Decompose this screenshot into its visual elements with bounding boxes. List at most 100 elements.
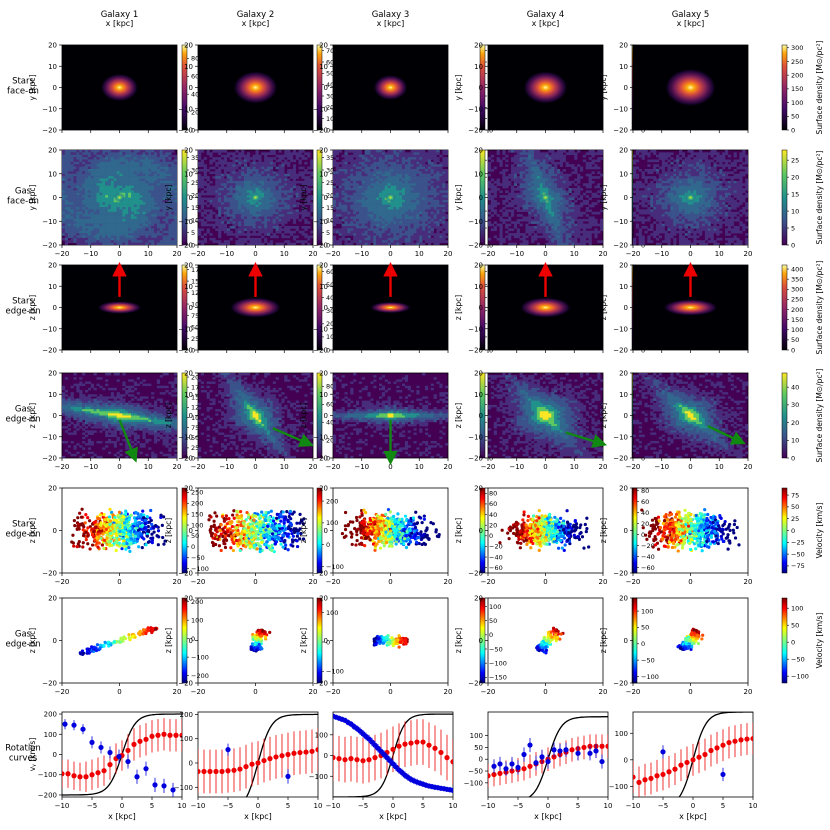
gas-pixel (419, 157, 423, 160)
gas-pixel (255, 185, 259, 189)
gas-pixel (350, 202, 354, 205)
gas-pixel (226, 240, 230, 243)
gas-pixel (347, 154, 351, 158)
gas-pixel (238, 161, 242, 165)
gas-pixel (522, 176, 526, 179)
gas-pixel (499, 216, 503, 220)
gas-pixel (419, 188, 423, 191)
gas-pixel (367, 207, 371, 210)
gas-pixel (151, 221, 155, 224)
row-label: Stars (12, 297, 34, 307)
gas-pixel (133, 164, 138, 167)
gas-pixel (496, 223, 500, 227)
gas-pixel (310, 216, 313, 220)
gas-pixel (93, 173, 97, 177)
gas-pixel (384, 188, 388, 191)
gas-pixel (209, 233, 213, 236)
gas-pixel (79, 190, 83, 194)
gas-pixel (258, 188, 262, 191)
gas-pixel (223, 171, 228, 175)
gas-pixel (433, 209, 437, 213)
gas-pixel (413, 230, 417, 234)
gas-pixel (232, 202, 236, 205)
gas-pixel (267, 226, 271, 229)
gas-pixel (223, 161, 228, 165)
gas-pixel (445, 169, 448, 172)
gas-pixel (232, 178, 236, 182)
gas-pixel (310, 209, 313, 213)
gas-pixel (79, 171, 83, 175)
gas-pixel (513, 192, 518, 196)
gas-pixel (165, 233, 169, 236)
gas-pixel (93, 152, 97, 156)
gas-pixel (76, 178, 80, 182)
gas-pixel (425, 230, 429, 234)
gas-pixel (269, 235, 274, 239)
gas-pixel (304, 178, 308, 182)
gas-pixel (402, 150, 406, 153)
gas-pixel (381, 233, 386, 236)
gas-pixel (79, 157, 83, 160)
gas-pixel (215, 178, 219, 182)
gas-pixel (133, 223, 138, 227)
gas-pixel (436, 204, 440, 208)
gas-pixel (93, 214, 97, 217)
gas-pixel (246, 211, 251, 215)
gas-pixel (267, 190, 271, 194)
gas-pixel (99, 197, 103, 201)
gas-pixel (379, 150, 383, 153)
gas-pixel (96, 235, 100, 239)
gas-pixel (410, 173, 414, 177)
gas-pixel (221, 190, 225, 194)
gas-pixel (436, 230, 440, 234)
colorbar-tick-label: 200 (326, 104, 338, 112)
gas-pixel (139, 235, 143, 239)
gas-pixel (93, 154, 97, 158)
gas-pixel (367, 185, 371, 189)
gas-pixel (229, 226, 233, 229)
gas-pixel (281, 173, 285, 177)
gas-pixel (370, 152, 374, 156)
gas-pixel (513, 233, 518, 236)
gas-pixel (131, 221, 135, 224)
gas-pixel (430, 169, 434, 172)
gas-pixel (384, 190, 388, 194)
gas-pixel (90, 223, 94, 227)
gas-pixel (416, 183, 420, 186)
gas-pixel (390, 188, 394, 191)
gas-pixel (370, 171, 374, 175)
gas-pixel (387, 216, 391, 220)
gas-pixel (252, 159, 256, 163)
gas-pixel (442, 216, 446, 220)
gas-pixel (361, 178, 365, 182)
gas-pixel (113, 166, 117, 170)
gas-pixel (70, 211, 74, 215)
gas-pixel (278, 209, 282, 213)
gas-pixel (136, 195, 140, 198)
gas-pixel (85, 188, 89, 191)
gas-pixel (490, 204, 495, 208)
gas-pixel (119, 188, 123, 191)
gas-pixel (238, 204, 242, 208)
gas-pixel (258, 176, 262, 179)
gas-pixel (267, 188, 271, 191)
gas-pixel (218, 185, 222, 189)
gas-pixel (96, 178, 100, 182)
gas-pixel (76, 204, 80, 208)
gas-pixel (413, 214, 417, 217)
gas-pixel (422, 228, 426, 232)
gas-pixel (99, 230, 103, 234)
gas-pixel (154, 150, 158, 153)
gas-pixel (344, 199, 348, 203)
gas-pixel (154, 207, 158, 210)
gas-pixel (258, 207, 262, 210)
gas-pixel (511, 192, 515, 196)
gas-pixel (404, 183, 409, 186)
gas-pixel (90, 228, 94, 232)
gas-pixel (341, 235, 345, 239)
gas-pixel (93, 211, 97, 215)
gas-pixel (284, 161, 288, 165)
gas-pixel (246, 192, 251, 196)
gas-pixel (419, 180, 423, 184)
gas-pixel (379, 240, 383, 243)
